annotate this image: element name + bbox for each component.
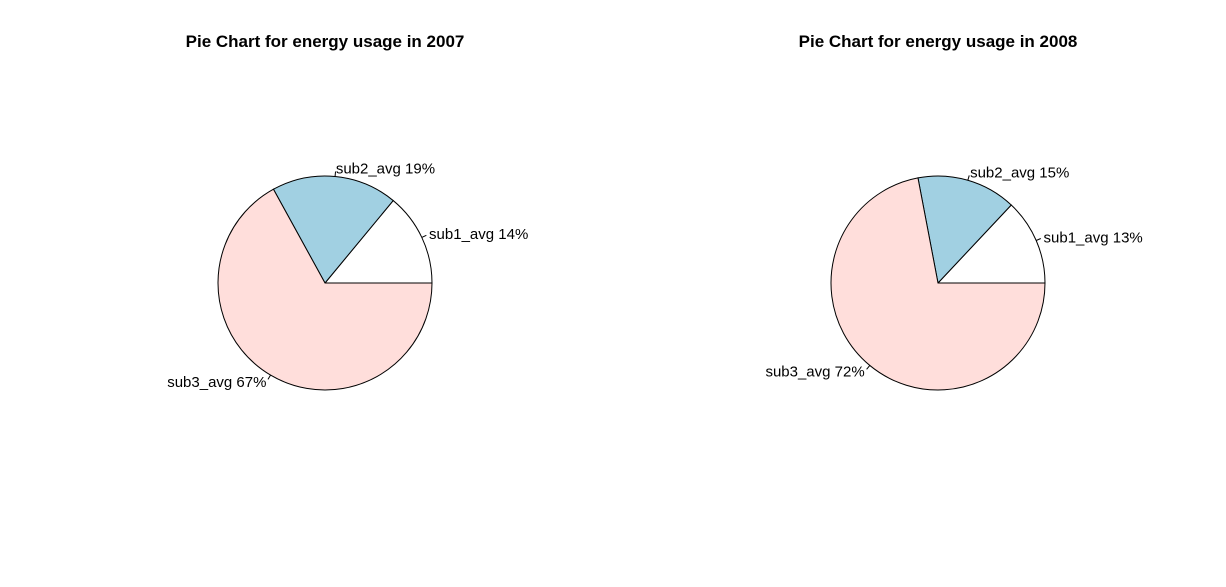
chart-title-2007: Pie Chart for energy usage in 2007: [186, 32, 465, 51]
label-leader-line: [267, 374, 271, 380]
pie-slice-1: [936, 204, 1046, 284]
pie-slice-2: [272, 175, 394, 284]
slice-label-2: sub2_avg 19%: [336, 161, 435, 178]
slice-label-3: sub3_avg 72%: [765, 364, 864, 381]
pie-chart-2007: Pie Chart for energy usage in 2007 sub1_…: [167, 32, 528, 391]
pie-slice-1: [323, 199, 433, 284]
pie-slice-3: [830, 177, 1046, 391]
label-leader-line: [967, 175, 970, 181]
label-leader-line: [866, 365, 871, 370]
pie-slice-3: [217, 188, 433, 391]
slice-label-1: sub1_avg 13%: [1044, 229, 1143, 246]
label-leader-line: [1036, 238, 1041, 241]
slice-label-1: sub1_avg 14%: [429, 226, 528, 243]
slice-label-3: sub3_avg 67%: [167, 374, 266, 391]
label-leader-line: [421, 234, 427, 238]
pie-chart-2008: Pie Chart for energy usage in 2008 sub1_…: [765, 32, 1143, 391]
slice-label-2: sub2_avg 15%: [970, 165, 1069, 182]
chart-title-2008: Pie Chart for energy usage in 2008: [799, 32, 1078, 51]
